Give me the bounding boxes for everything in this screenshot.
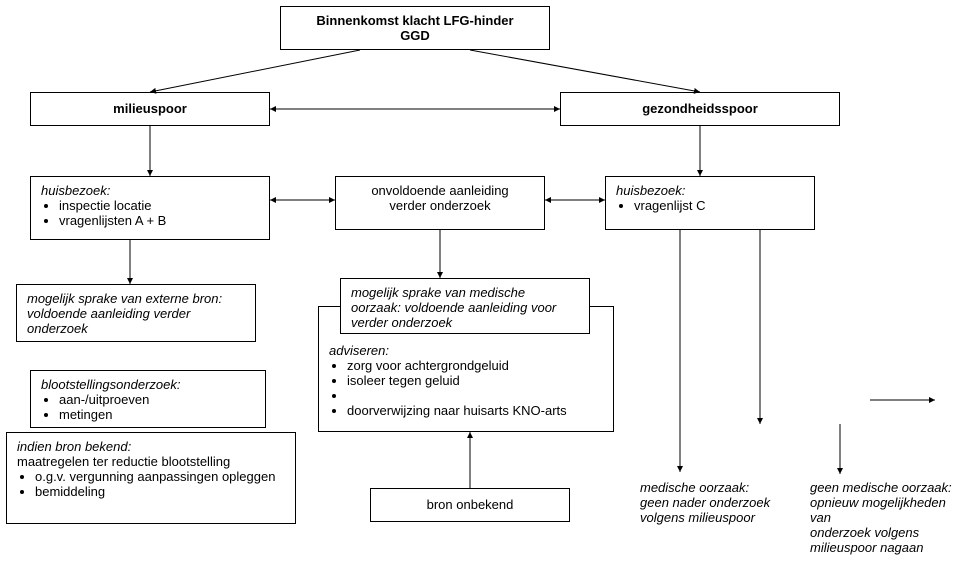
- adviseren-b3: [347, 388, 603, 403]
- huisbezoek-right-item1: vragenlijst C: [634, 198, 804, 213]
- externe-l2: voldoende aanleiding verder: [27, 306, 245, 321]
- adviseren-b2: isoleer tegen geluid: [347, 373, 603, 388]
- onvoldoende-l1: onvoldoende aanleiding: [346, 183, 534, 198]
- indien-l2: maatregelen ter reductie blootstelling: [17, 454, 285, 469]
- blootstelling-b2: metingen: [59, 407, 255, 422]
- bron-onbekend-box: bron onbekend: [370, 488, 570, 522]
- indien-l1: indien bron bekend:: [17, 439, 285, 454]
- externe-bron-box: mogelijk sprake van externe bron: voldoe…: [16, 284, 256, 342]
- blootstelling-head: blootstellingsonderzoek:: [41, 377, 255, 392]
- bron-onbekend-label: bron onbekend: [427, 497, 514, 512]
- med-res-l3: volgens milieuspoor: [640, 510, 810, 525]
- adviseren-head: adviseren:: [329, 343, 603, 358]
- gezondheidsspoor-label: gezondheidsspoor: [642, 101, 758, 116]
- blootstelling-list: aan-/uitproeven metingen: [41, 392, 255, 422]
- onvoldoende-box: onvoldoende aanleiding verder onderzoek: [335, 176, 545, 230]
- externe-l1: mogelijk sprake van externe bron:: [27, 291, 245, 306]
- med-res-l2: geen nader onderzoek: [640, 495, 810, 510]
- adviseren-b4: doorverwijzing naar huisarts KNO-arts: [347, 403, 603, 418]
- milieuspoor-label: milieuspoor: [113, 101, 187, 116]
- huisbezoek-left-item1: inspectie locatie: [59, 198, 259, 213]
- onvoldoende-l2: verder onderzoek: [346, 198, 534, 213]
- geen-l4: milieuspoor nagaan: [810, 540, 960, 555]
- title-line2: GGD: [291, 28, 539, 43]
- med-l3: verder onderzoek: [351, 315, 579, 330]
- geen-medische-oorzaak-result: geen medische oorzaak: opnieuw mogelijkh…: [810, 480, 960, 555]
- title-line1: Binnenkomst klacht LFG-hinder: [291, 13, 539, 28]
- huisbezoek-right-list: vragenlijst C: [616, 198, 804, 213]
- adviseren-b1: zorg voor achtergrondgeluid: [347, 358, 603, 373]
- indien-bron-box: indien bron bekend: maatregelen ter redu…: [6, 432, 296, 524]
- huisbezoek-right-head: huisbezoek:: [616, 183, 804, 198]
- indien-b2: bemiddeling: [35, 484, 285, 499]
- huisbezoek-left: huisbezoek: inspectie locatie vragenlijs…: [30, 176, 270, 240]
- milieuspoor-box: milieuspoor: [30, 92, 270, 126]
- geen-l1: geen medische oorzaak:: [810, 480, 960, 495]
- geen-l3: onderzoek volgens: [810, 525, 960, 540]
- gezondheidsspoor-box: gezondheidsspoor: [560, 92, 840, 126]
- blootstelling-b1: aan-/uitproeven: [59, 392, 255, 407]
- geen-l2: opnieuw mogelijkheden van: [810, 495, 960, 525]
- huisbezoek-left-head: huisbezoek:: [41, 183, 259, 198]
- med-l2: oorzaak: voldoende aanleiding voor: [351, 300, 579, 315]
- med-res-l1: medische oorzaak:: [640, 480, 810, 495]
- title-box: Binnenkomst klacht LFG-hinder GGD: [280, 6, 550, 50]
- indien-b1: o.g.v. vergunning aanpassingen opleggen: [35, 469, 285, 484]
- huisbezoek-left-list: inspectie locatie vragenlijsten A + B: [41, 198, 259, 228]
- indien-list: o.g.v. vergunning aanpassingen opleggen …: [17, 469, 285, 499]
- blootstelling-box: blootstellingsonderzoek: aan-/uitproeven…: [30, 370, 266, 428]
- externe-l3: onderzoek: [27, 321, 245, 336]
- medische-oorzaak-box: mogelijk sprake van medische oorzaak: vo…: [340, 278, 590, 334]
- adviseren-list: zorg voor achtergrondgeluid isoleer tege…: [329, 358, 603, 418]
- med-l1: mogelijk sprake van medische: [351, 285, 579, 300]
- medische-oorzaak-result: medische oorzaak: geen nader onderzoek v…: [640, 480, 810, 525]
- huisbezoek-right: huisbezoek: vragenlijst C: [605, 176, 815, 230]
- huisbezoek-left-item2: vragenlijsten A + B: [59, 213, 259, 228]
